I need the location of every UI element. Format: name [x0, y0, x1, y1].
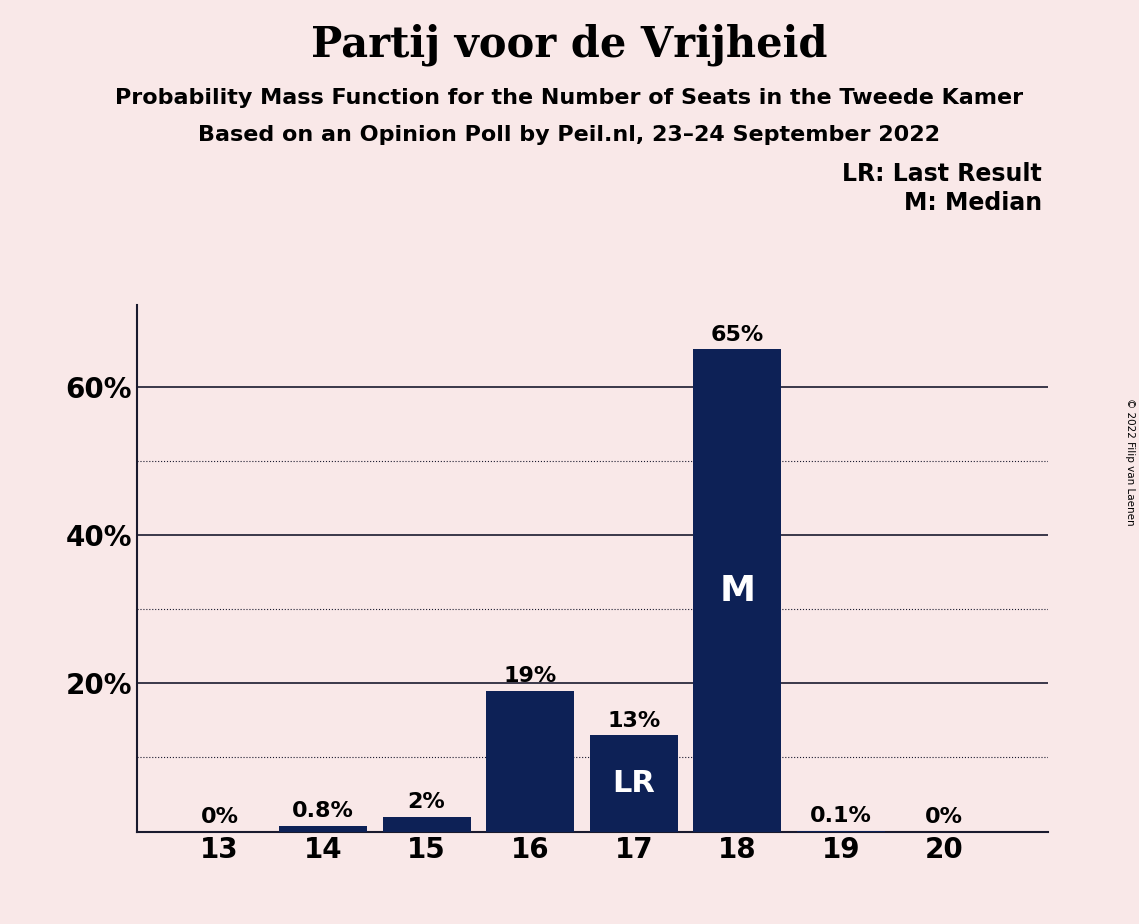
Bar [486, 690, 574, 832]
Text: 0%: 0% [200, 808, 238, 827]
Text: M: M [719, 574, 755, 607]
Text: LR: LR [613, 769, 655, 798]
Text: 0.1%: 0.1% [810, 807, 871, 826]
Text: 13%: 13% [607, 711, 661, 731]
Text: 65%: 65% [711, 325, 764, 345]
Text: © 2022 Filip van Laenen: © 2022 Filip van Laenen [1125, 398, 1134, 526]
Text: 0%: 0% [925, 808, 964, 827]
Bar [383, 817, 470, 832]
Bar [694, 349, 781, 832]
Text: Probability Mass Function for the Number of Seats in the Tweede Kamer: Probability Mass Function for the Number… [115, 88, 1024, 108]
Text: 2%: 2% [408, 792, 445, 812]
Text: M: Median: M: Median [904, 191, 1042, 215]
Text: Partij voor de Vrijheid: Partij voor de Vrijheid [311, 23, 828, 66]
Bar [590, 736, 678, 832]
Text: 19%: 19% [503, 666, 557, 687]
Text: Based on an Opinion Poll by Peil.nl, 23–24 September 2022: Based on an Opinion Poll by Peil.nl, 23–… [198, 125, 941, 145]
Bar [279, 826, 367, 832]
Text: LR: Last Result: LR: Last Result [843, 162, 1042, 186]
Text: 0.8%: 0.8% [292, 801, 354, 821]
